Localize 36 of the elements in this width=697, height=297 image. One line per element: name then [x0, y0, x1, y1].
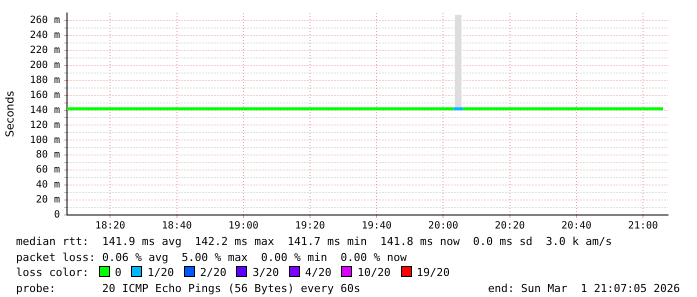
y-tick-label: 200 m [30, 60, 60, 71]
legend-label: 0 [114, 266, 122, 279]
legend-label: 10/20 [357, 266, 391, 279]
y-axis-title: Seconds [3, 90, 16, 138]
text: probe: 20 ICMP Echo Pings (56 Bytes) every 60s [16, 282, 360, 294]
y-tick-label: 60 m [36, 164, 60, 176]
y-tick-label: 120 m [30, 120, 60, 131]
x-tick-label: 20:00 [428, 220, 458, 232]
y-tick-label: 220 m [30, 45, 60, 56]
y-tick-label: 240 m [30, 30, 60, 42]
x-tick-label: 20:40 [561, 220, 592, 232]
x-tick-label: 20:20 [494, 220, 525, 232]
x-tick-label: 18:20 [95, 220, 126, 232]
legend-label: 2/20 [200, 266, 226, 279]
x-tick-label: 21:00 [628, 220, 658, 232]
y-tick-label: 0 [54, 210, 60, 221]
text: packet loss: 0.06 % avg 5.00 % max 0.00 % min 0.00 % now [16, 250, 408, 265]
legend-title: loss color: [16, 266, 89, 279]
y-tick-label: 180 m [30, 74, 60, 86]
text: end: Sun Mar 1 21:07:05 2026 [488, 280, 680, 296]
y-tick-label: 140 m [30, 104, 60, 116]
y-tick-label: 160 m [30, 90, 60, 101]
legend-label: 4/20 [304, 266, 332, 279]
legend-label: 3/20 [252, 266, 279, 279]
x-tick-label: 19:40 [362, 220, 392, 232]
x-tick-label: 18:40 [162, 220, 192, 232]
legend-label: 1/20 [147, 266, 174, 279]
x-tick-label: 19:20 [294, 220, 326, 232]
y-tick-label: 40 m [36, 180, 60, 191]
y-tick-label: 100 m [30, 134, 60, 146]
text: median rtt: 141.9 ms avg 142.2 ms max 141.7 ms min 141.8 ms now 0.0 ms sd 3.0 k am/s [16, 234, 614, 250]
y-tick-label: 260 m [30, 15, 60, 26]
x-tick-label: 19:00 [228, 220, 258, 232]
legend-label: 19/20 [416, 266, 450, 279]
y-tick-label: 20 m [36, 194, 60, 206]
y-tick-label: 80 m [36, 150, 60, 161]
